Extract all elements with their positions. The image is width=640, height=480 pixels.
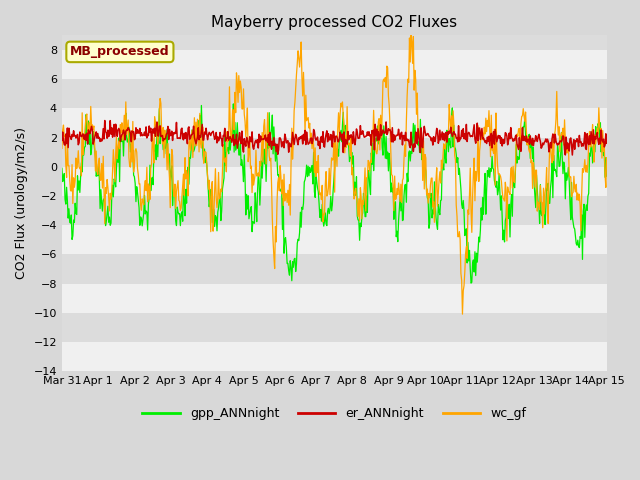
Bar [62, 342, 607, 371]
Bar [62, 138, 607, 167]
Bar [62, 108, 607, 138]
Bar [62, 225, 607, 254]
Y-axis label: CO2 Flux (urology/m2/s): CO2 Flux (urology/m2/s) [15, 127, 28, 279]
Bar [62, 79, 607, 108]
Bar [62, 254, 607, 284]
Title: Mayberry processed CO2 Fluxes: Mayberry processed CO2 Fluxes [211, 15, 458, 30]
Bar [62, 313, 607, 342]
Bar [62, 284, 607, 313]
Bar [62, 167, 607, 196]
Bar [62, 50, 607, 79]
Bar [62, 196, 607, 225]
Text: MB_processed: MB_processed [70, 46, 170, 59]
Legend: gpp_ANNnight, er_ANNnight, wc_gf: gpp_ANNnight, er_ANNnight, wc_gf [138, 402, 531, 425]
